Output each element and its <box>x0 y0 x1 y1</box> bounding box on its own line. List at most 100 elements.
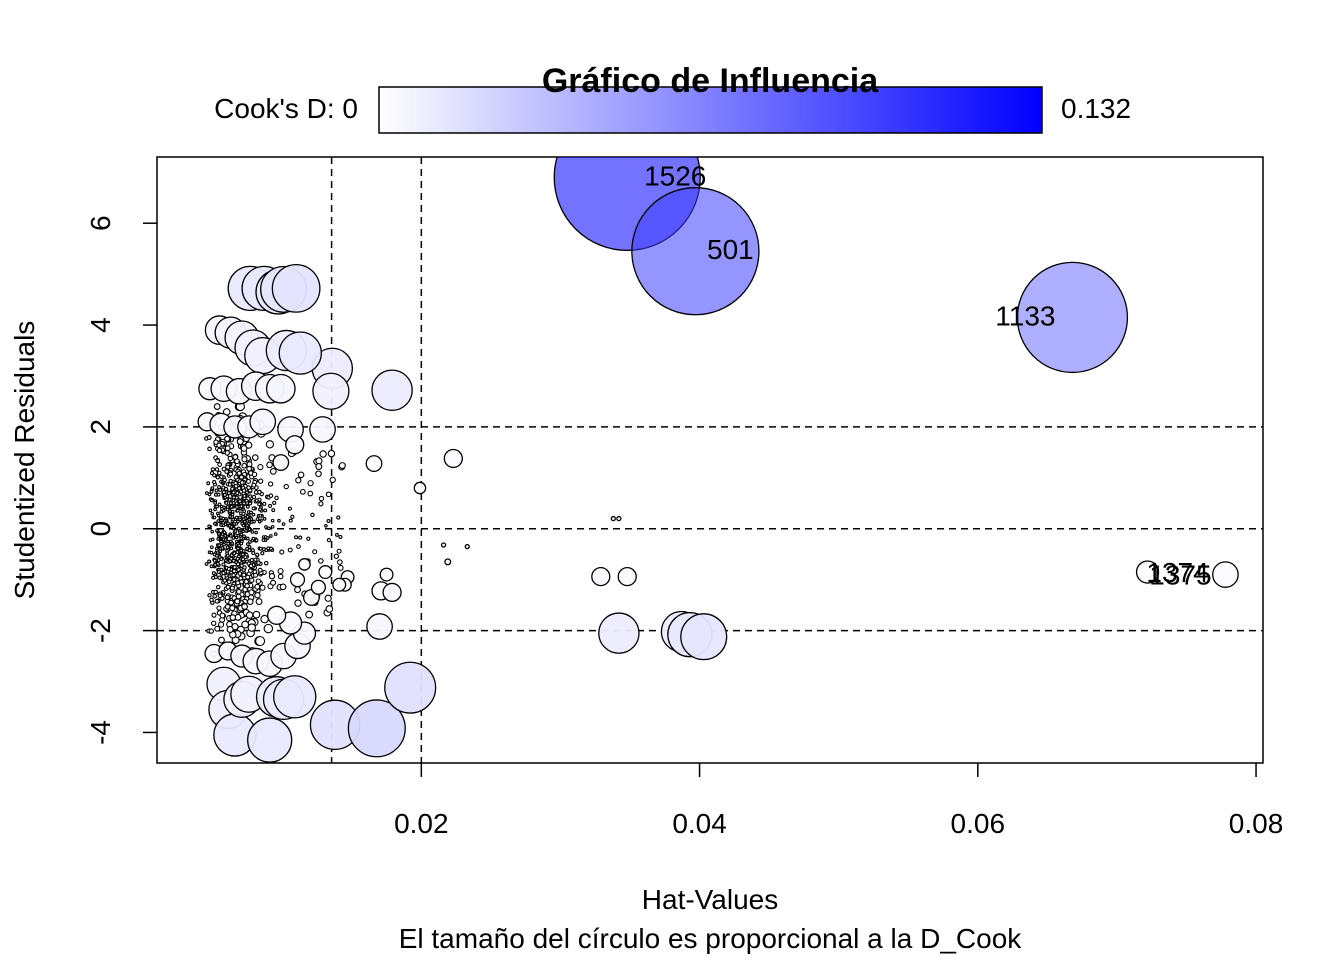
point <box>216 605 222 611</box>
point <box>329 476 336 484</box>
point <box>214 488 219 493</box>
point <box>231 577 237 582</box>
point <box>270 579 277 586</box>
point <box>216 442 222 449</box>
point <box>214 625 221 632</box>
point <box>283 483 289 490</box>
point <box>318 558 324 564</box>
point <box>249 577 255 583</box>
point <box>366 613 393 640</box>
point <box>225 553 230 558</box>
point <box>440 542 447 548</box>
point <box>204 562 209 566</box>
point <box>213 492 218 497</box>
point <box>231 501 236 505</box>
point <box>591 566 611 587</box>
point <box>251 471 258 478</box>
point <box>231 490 236 495</box>
point <box>235 491 240 496</box>
point <box>210 511 215 516</box>
point <box>214 467 220 472</box>
point <box>617 566 637 587</box>
point <box>332 577 347 592</box>
x-tick-label: 0.04 <box>672 808 727 839</box>
point <box>235 550 240 555</box>
point <box>464 543 470 550</box>
point <box>249 408 277 436</box>
point <box>245 536 250 541</box>
point <box>237 543 241 548</box>
point <box>271 508 276 513</box>
point <box>220 546 225 550</box>
point <box>288 518 293 523</box>
point <box>326 537 332 543</box>
point <box>217 593 223 599</box>
point <box>239 563 244 568</box>
point <box>225 545 230 550</box>
point <box>206 435 212 440</box>
point <box>244 529 248 533</box>
x-tick-label: 0.08 <box>1229 808 1284 839</box>
y-axis-label: Studentized Residuals <box>9 321 40 600</box>
point <box>213 507 217 512</box>
point <box>326 518 331 523</box>
point <box>233 533 238 538</box>
point <box>296 544 301 549</box>
point <box>251 512 256 517</box>
point <box>245 542 250 547</box>
influential-point-1375 <box>1212 561 1239 588</box>
point <box>237 571 243 576</box>
point <box>215 475 221 480</box>
point <box>261 547 266 552</box>
point <box>295 477 302 484</box>
point <box>254 583 261 590</box>
x-axis: 0.02 0.04 0.06 0.08 <box>394 763 1283 839</box>
point <box>208 508 213 513</box>
point <box>231 568 237 574</box>
point <box>294 586 301 594</box>
point <box>267 605 287 625</box>
point <box>255 552 260 557</box>
point <box>249 557 254 563</box>
point <box>264 525 268 529</box>
point <box>241 523 246 528</box>
point <box>307 480 314 487</box>
point <box>258 507 263 512</box>
influential-point-1133 <box>1016 261 1129 374</box>
point <box>224 435 231 442</box>
point <box>229 614 237 621</box>
point <box>347 699 406 758</box>
y-tick-label: 0 <box>85 521 116 537</box>
point <box>214 598 220 604</box>
y-tick-label: -2 <box>85 618 116 643</box>
colorbar-max-label: 0.132 <box>1061 93 1131 124</box>
point <box>242 501 247 506</box>
point <box>260 551 265 556</box>
points-layer <box>197 157 1239 763</box>
point <box>257 567 263 573</box>
point <box>232 565 237 570</box>
point <box>241 603 248 610</box>
point <box>277 568 284 575</box>
point <box>231 572 236 578</box>
point <box>263 623 274 634</box>
point <box>305 610 314 619</box>
point <box>251 494 257 500</box>
point <box>371 369 413 411</box>
point <box>269 546 274 551</box>
point <box>228 539 233 544</box>
point <box>217 621 225 628</box>
point <box>258 513 263 518</box>
point <box>293 535 299 540</box>
point <box>229 546 234 551</box>
point <box>215 561 220 566</box>
point <box>231 495 236 500</box>
point <box>234 458 240 465</box>
point <box>232 551 237 556</box>
point <box>365 455 383 472</box>
point <box>235 593 242 600</box>
point <box>241 456 248 463</box>
point <box>212 515 217 520</box>
point <box>221 521 226 525</box>
influential-point-501 <box>631 187 760 316</box>
